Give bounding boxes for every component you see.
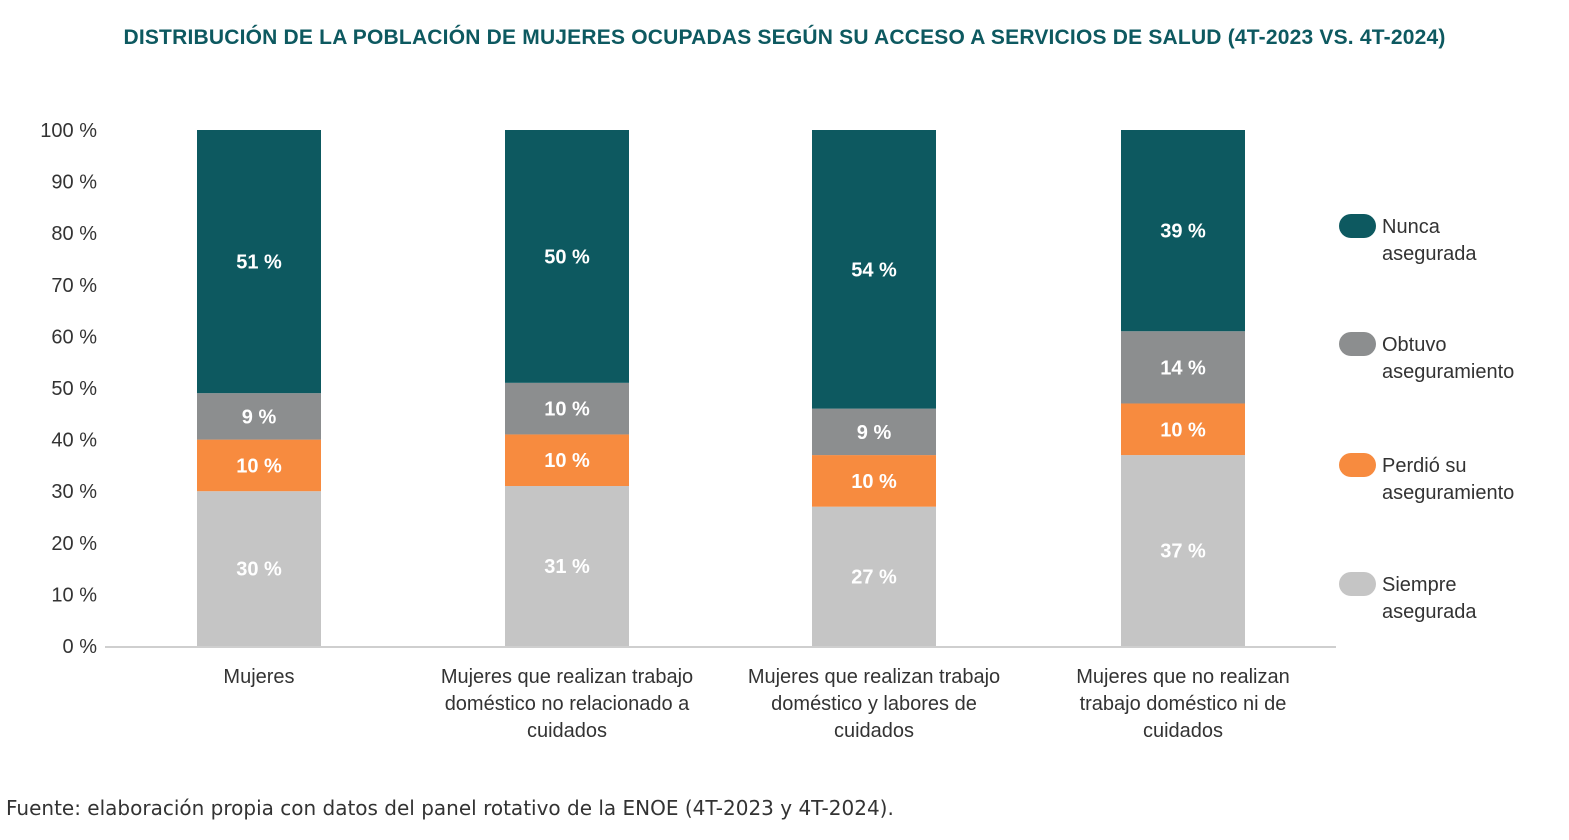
legend-swatch bbox=[1339, 453, 1376, 477]
legend-swatch bbox=[1339, 572, 1376, 596]
bar-segment bbox=[505, 382, 629, 435]
data-label: 9 % bbox=[242, 406, 277, 428]
y-tick-label: 20 % bbox=[51, 533, 97, 555]
source-note: Fuente: elaboración propia con datos del… bbox=[6, 796, 894, 820]
bar-segment bbox=[812, 455, 936, 507]
data-label: 37 % bbox=[1160, 541, 1206, 563]
y-tick-label: 70 % bbox=[51, 275, 97, 297]
bar-segment bbox=[197, 439, 321, 492]
data-label: 54 % bbox=[851, 259, 897, 281]
y-tick-label: 90 % bbox=[51, 172, 97, 194]
stacked-bar-chart: 0 % 10 % 20 % 30 % 40 % 50 % 60 % 70 % 80 % 90 % 1… bbox=[40, 120, 1514, 742]
legend-label: Obtuvo aseguramiento bbox=[1382, 334, 1514, 383]
bar-segment bbox=[505, 434, 629, 487]
data-label: 10 % bbox=[236, 455, 282, 477]
legend-label: Perdió su aseguramiento bbox=[1382, 455, 1514, 504]
data-label: 14 % bbox=[1160, 357, 1206, 379]
data-label: 10 % bbox=[1160, 419, 1206, 441]
bar-segment bbox=[505, 486, 629, 646]
legend-label: Nunca asegurada bbox=[1382, 216, 1477, 265]
legend: Nunca asegurada Obtuvo aseguramiento Perdió … bbox=[1339, 214, 1514, 623]
x-category-label: Mujeres que no realizan trabajo doméstico… bbox=[1076, 666, 1289, 742]
data-label: 50 % bbox=[544, 246, 590, 268]
data-label: 27 % bbox=[851, 566, 897, 588]
data-label: 10 % bbox=[851, 471, 897, 493]
bar-segment bbox=[197, 393, 321, 440]
y-tick-label: 30 % bbox=[51, 481, 97, 503]
bar-segment bbox=[1121, 403, 1245, 456]
y-tick-label: 40 % bbox=[51, 430, 97, 452]
legend-swatch bbox=[1339, 332, 1376, 356]
y-tick-label: 100 % bbox=[40, 120, 97, 142]
data-label: 9 % bbox=[857, 422, 892, 444]
bar-segment bbox=[197, 130, 321, 394]
bar-segment bbox=[812, 506, 936, 646]
chart-title: DISTRIBUCIÓN DE LA POBLACIÓN DE MUJERES … bbox=[123, 26, 1446, 49]
bar-segment bbox=[1121, 455, 1245, 646]
y-tick-label: 60 % bbox=[51, 326, 97, 348]
x-category-label: Mujeres que realizan trabajo doméstico no… bbox=[441, 666, 693, 742]
legend-swatch bbox=[1339, 214, 1376, 238]
x-category-label: Mujeres que realizan trabajo doméstico y … bbox=[748, 666, 1000, 742]
data-label: 39 % bbox=[1160, 221, 1206, 243]
bar-segment bbox=[1121, 331, 1245, 404]
bar-segment bbox=[1121, 130, 1245, 332]
data-label: 31 % bbox=[544, 556, 590, 578]
data-label: 10 % bbox=[544, 399, 590, 421]
legend-label: Siempre asegurada bbox=[1382, 574, 1477, 623]
x-category-label: Mujeres bbox=[223, 666, 294, 688]
bars: 30 % 10 % 9 % 51 % 31 % 10 % 10 % 50 % 27 % 10 % 9… bbox=[197, 130, 1245, 646]
y-tick-label: 80 % bbox=[51, 223, 97, 245]
bar-segment bbox=[505, 130, 629, 383]
y-tick-label: 0 % bbox=[63, 636, 98, 658]
y-axis: 0 % 10 % 20 % 30 % 40 % 50 % 60 % 70 % 80 % 90 % 1… bbox=[40, 120, 97, 658]
data-label: 30 % bbox=[236, 559, 282, 581]
y-tick-label: 50 % bbox=[51, 378, 97, 400]
x-axis: Mujeres Mujeres que realizan trabajo domés… bbox=[105, 646, 1336, 742]
bar-segment bbox=[197, 491, 321, 646]
y-tick-label: 10 % bbox=[51, 584, 97, 606]
data-label: 51 % bbox=[236, 252, 282, 274]
bar-segment bbox=[812, 130, 936, 409]
bar-segment bbox=[812, 408, 936, 456]
data-label: 10 % bbox=[544, 450, 590, 472]
